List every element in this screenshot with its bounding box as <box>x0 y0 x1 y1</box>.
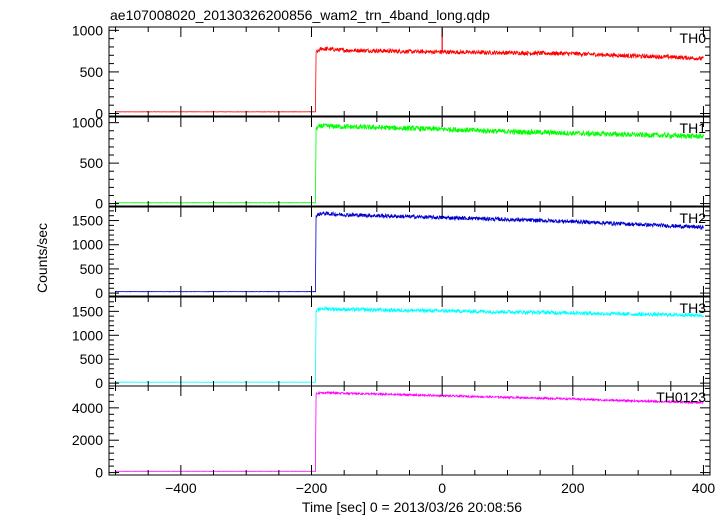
y-tick-label: 1000 <box>72 237 103 253</box>
panel-frame <box>108 116 711 207</box>
y-tick-label: 500 <box>80 261 104 277</box>
y-tick-label: 1500 <box>72 303 103 319</box>
panel-th1: 0 500 1000 TH1 <box>72 115 711 212</box>
panel-label: TH2 <box>680 210 707 226</box>
y-tick-label: 4000 <box>72 400 103 416</box>
y-tick-label: 500 <box>80 155 104 171</box>
x-axis-label: Time [sec] 0 = 2013/03/26 20:08:56 <box>302 499 522 515</box>
panel-th2: 0 500 1000 1500 TH2 <box>72 206 711 301</box>
panel-th3: 0 500 1000 1500 TH3 <box>72 296 711 391</box>
y-tick-label: 0 <box>95 106 103 122</box>
y-tick-label: 0 <box>95 375 103 391</box>
y-tick-label: 0 <box>95 285 103 301</box>
y-tick-label: 500 <box>80 351 104 367</box>
panel-frame <box>108 385 711 476</box>
y-tick-label: 500 <box>80 64 104 80</box>
series-line-th0123 <box>115 390 704 472</box>
panel-th0: 0 500 1000 TH0 <box>72 22 711 122</box>
x-tick-label: 400 <box>692 480 716 496</box>
chart-title: ae107008020_20130326200856_wam2_trn_4ban… <box>110 7 490 23</box>
x-tick-label: −200 <box>296 480 328 496</box>
series-line-th2 <box>115 210 704 293</box>
y-tick-label: 0 <box>95 196 103 212</box>
panels-group: 0 500 1000 TH0 0 500 1000 TH1 0 500 1000 1500 TH2 0 50… <box>72 22 716 496</box>
y-tick-label: 0 <box>95 465 103 481</box>
y-tick-label: 1000 <box>72 327 103 343</box>
y-tick-label: 2000 <box>72 432 103 448</box>
x-tick-label: −400 <box>165 480 197 496</box>
series-line-th3 <box>115 306 704 383</box>
y-tick-label: 1500 <box>72 213 103 229</box>
panel-label: TH0 <box>680 30 707 46</box>
panel-label: TH1 <box>680 120 707 136</box>
panel-label: TH3 <box>680 300 707 316</box>
y-tick-label: 1000 <box>72 115 103 131</box>
panel-label: TH0123 <box>656 389 706 405</box>
x-tick-label: 0 <box>438 480 446 496</box>
series-line-th1 <box>115 122 704 204</box>
panel-th0123: 0 2000 4000 TH0123 <box>72 385 711 481</box>
y-axis-label: Counts/sec <box>34 223 50 293</box>
x-tick-label: 200 <box>561 480 585 496</box>
series-line-th0 <box>115 46 704 113</box>
panel-frame <box>108 206 711 297</box>
panel-frame <box>108 26 711 117</box>
y-tick-label: 1000 <box>72 22 103 38</box>
